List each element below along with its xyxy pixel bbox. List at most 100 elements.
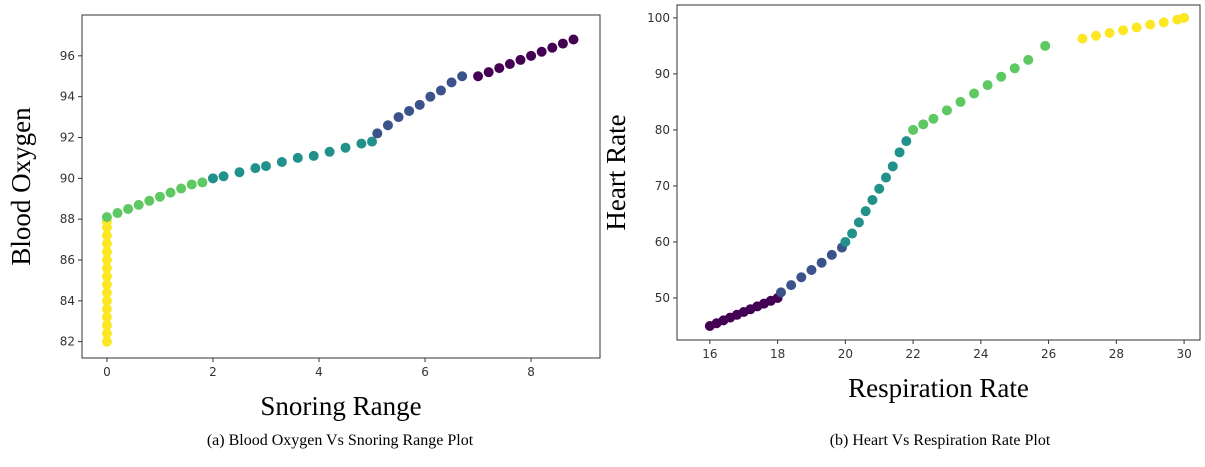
- point: [234, 167, 245, 178]
- point: [775, 287, 786, 298]
- point: [1118, 25, 1129, 36]
- caption: (a) Blood Oxygen Vs Snoring Range Plot: [207, 432, 474, 449]
- point: [112, 208, 123, 219]
- point: [853, 217, 864, 228]
- y-tick-label: 90: [655, 67, 670, 81]
- x-tick-label: 24: [973, 347, 988, 361]
- point: [955, 96, 966, 107]
- point: [806, 264, 817, 275]
- point: [908, 124, 919, 135]
- x-tick-label: 2: [209, 365, 217, 379]
- point: [901, 136, 912, 147]
- point: [404, 105, 415, 116]
- x-tick-label: 6: [421, 365, 429, 379]
- y-tick-label: 92: [60, 131, 75, 145]
- point: [941, 105, 952, 116]
- point: [340, 142, 351, 153]
- point: [1077, 33, 1088, 44]
- point: [918, 119, 929, 130]
- x-tick-label: 20: [838, 347, 853, 361]
- x-tick-label: 8: [527, 365, 535, 379]
- y-tick-label: 90: [60, 171, 75, 185]
- point: [218, 171, 229, 182]
- point: [446, 77, 457, 88]
- point: [276, 157, 287, 167]
- point: [101, 312, 112, 323]
- point: [860, 206, 871, 217]
- point: [547, 42, 558, 53]
- point: [880, 172, 891, 183]
- point: [250, 163, 261, 174]
- point: [123, 203, 134, 214]
- point: [367, 136, 378, 147]
- point: [894, 147, 905, 158]
- point: [1091, 30, 1102, 41]
- point: [435, 85, 446, 96]
- point: [504, 59, 515, 69]
- point: [101, 255, 112, 265]
- plot-frame: [81, 14, 601, 359]
- point: [260, 161, 271, 172]
- point: [826, 249, 837, 260]
- point: [101, 336, 112, 347]
- point: [515, 54, 526, 65]
- point: [1131, 22, 1142, 33]
- point: [457, 71, 468, 82]
- point: [473, 71, 484, 82]
- x-axis-label: Respiration Rate: [848, 373, 1029, 403]
- point: [101, 230, 112, 241]
- point: [816, 257, 827, 268]
- point: [356, 138, 367, 149]
- plot-frame: [676, 4, 1201, 341]
- point: [557, 38, 568, 49]
- point: [1009, 63, 1020, 74]
- point: [101, 238, 112, 249]
- point: [568, 34, 579, 45]
- point: [393, 112, 404, 123]
- y-axis-label: Heart Rate: [601, 114, 631, 230]
- point: [165, 187, 176, 198]
- point: [1158, 17, 1169, 28]
- point: [176, 183, 187, 194]
- point: [847, 228, 858, 239]
- point: [996, 71, 1007, 82]
- point: [483, 67, 494, 78]
- point: [867, 194, 878, 205]
- point: [494, 63, 505, 74]
- x-tick-label: 22: [905, 347, 920, 361]
- point: [1145, 19, 1156, 30]
- x-tick-label: 28: [1109, 347, 1124, 361]
- point: [197, 177, 208, 188]
- point: [982, 80, 993, 91]
- point: [1104, 28, 1115, 39]
- point: [101, 328, 112, 339]
- point: [969, 88, 980, 99]
- point: [526, 50, 537, 61]
- point: [874, 183, 885, 194]
- y-tick-label: 82: [60, 335, 75, 349]
- x-tick-label: 16: [702, 347, 717, 361]
- y-tick-label: 60: [655, 235, 670, 249]
- point: [101, 295, 112, 306]
- y-tick-label: 88: [60, 212, 75, 226]
- point: [536, 46, 547, 57]
- point: [101, 304, 112, 314]
- point: [154, 191, 165, 202]
- point: [887, 161, 898, 172]
- caption: (b) Heart Vs Respiration Rate Plot: [830, 432, 1051, 449]
- y-tick-label: 100: [647, 11, 670, 25]
- y-tick-label: 80: [655, 123, 670, 137]
- point: [101, 320, 112, 331]
- x-tick-label: 18: [770, 347, 785, 361]
- y-tick-label: 86: [60, 253, 75, 267]
- point: [928, 113, 939, 124]
- point: [324, 146, 335, 157]
- point: [101, 287, 112, 298]
- y-tick-label: 50: [655, 291, 670, 305]
- point: [101, 263, 112, 274]
- point: [308, 150, 319, 161]
- x-tick-label: 26: [1041, 347, 1056, 361]
- x-tick-label: 0: [103, 365, 111, 379]
- point: [101, 271, 112, 282]
